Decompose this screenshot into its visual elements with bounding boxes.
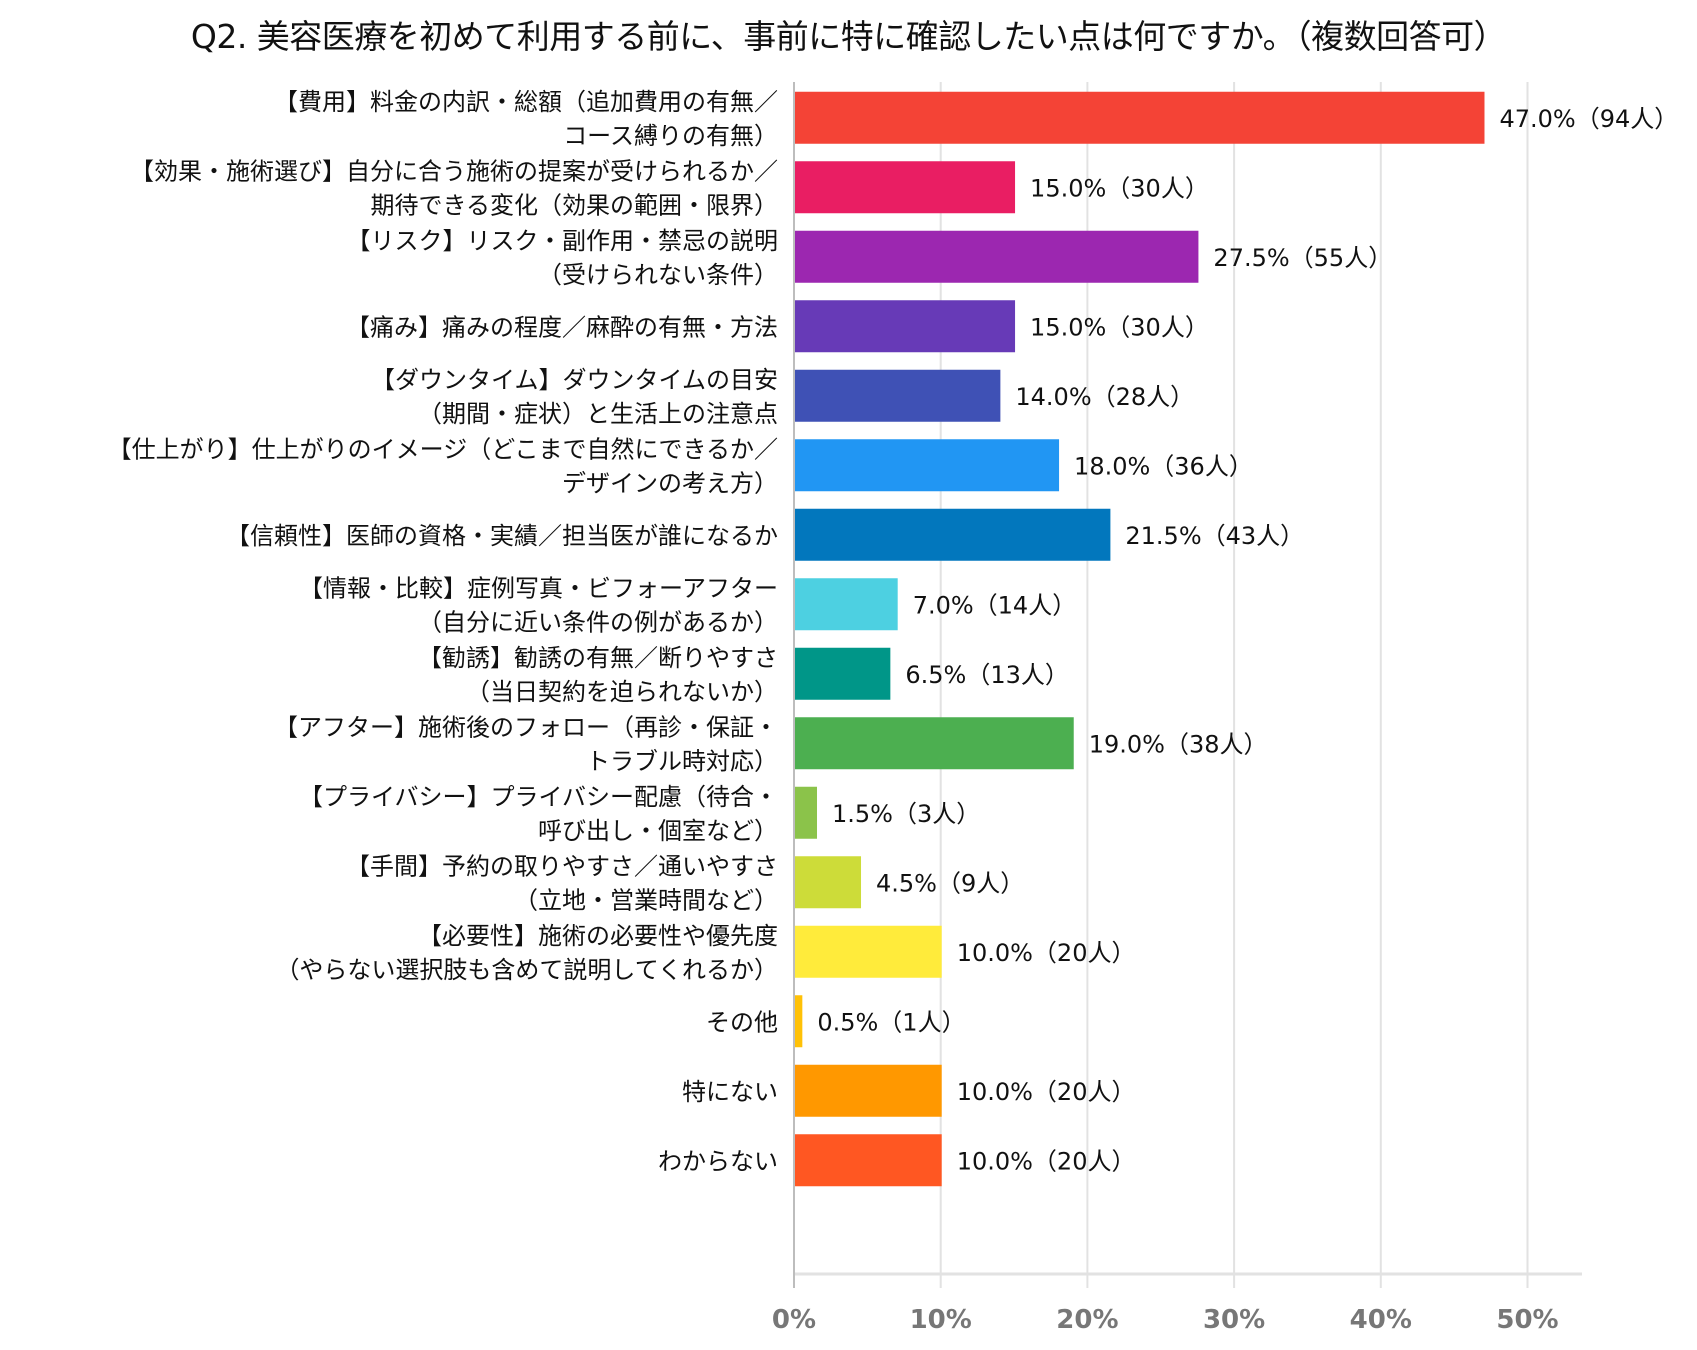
category-label-line: 【痛み】痛みの程度／麻酔の有無・方法 (346, 313, 778, 341)
category-label-line: 呼び出し・個室など） (538, 817, 778, 845)
bar (795, 91, 1485, 144)
category-label-line: デザインの考え方） (562, 469, 778, 497)
value-label: 10.0%（20人） (957, 1147, 1136, 1175)
value-label: 47.0%（94人） (1499, 105, 1678, 133)
category-label-line: 【信頼性】医師の資格・実績／担当医が誰になるか (226, 522, 778, 550)
bar (795, 369, 1001, 422)
value-label: 14.0%（28人） (1015, 383, 1194, 411)
category-label-line: 【ダウンタイム】ダウンタイムの目安 (371, 366, 778, 394)
category-label-line: 期待できる変化（効果の範囲・限界） (370, 191, 778, 219)
bar (795, 161, 1016, 214)
x-tick-label: 40% (1350, 1305, 1412, 1335)
value-label: 1.5%（3人） (832, 800, 980, 828)
x-tick-label: 30% (1203, 1305, 1265, 1335)
value-label: 0.5%（1人） (817, 1008, 965, 1036)
x-tick-label: 0% (772, 1305, 816, 1335)
value-label: 10.0%（20人） (957, 1078, 1136, 1106)
value-label: 4.5%（9人） (876, 869, 1024, 897)
category-label-line: 【プライバシー】プライバシー配慮（待合・ (299, 783, 778, 811)
category-label-line: わからない (658, 1147, 778, 1175)
category-label: 【痛み】痛みの程度／麻酔の有無・方法 (346, 313, 778, 341)
category-label-line: コース縛りの有無） (563, 122, 778, 150)
bar (795, 300, 1016, 353)
category-label-line: （受けられない条件） (538, 261, 778, 289)
value-label: 15.0%（30人） (1030, 174, 1209, 202)
category-label: 【勧誘】勧誘の有無／断りやすさ （当日契約を迫られないか） (418, 644, 778, 706)
category-label-line: （自分に近い条件の例があるか） (418, 608, 778, 636)
category-label-line: （立地・営業時間など） (514, 886, 778, 914)
category-label: 【リスク】リスク・副作用・禁忌の説明 （受けられない条件） (346, 227, 778, 289)
x-axis-ticks: 0% 10% 20% 30% 40% 50% (772, 1305, 1559, 1335)
bar (795, 717, 1074, 770)
value-label: 19.0%（38人） (1089, 730, 1268, 758)
category-label: 【仕上がり】仕上がりのイメージ（どこまで自然にできるか／ デザインの考え方） (108, 435, 778, 497)
bar (795, 439, 1060, 492)
bar (795, 995, 803, 1048)
category-label-line: （やらない選択肢も含めて説明してくれるか） (275, 956, 778, 984)
category-label-line: その他 (706, 1008, 778, 1036)
category-label-line: 【勧誘】勧誘の有無／断りやすさ (418, 644, 778, 672)
category-label-line: （期間・症状）と生活上の注意点 (418, 400, 778, 428)
category-label: 【アフター】施術後のフォロー（再診・保証・トラブル時対応） (274, 713, 778, 775)
value-labels: 47.0%（94人） 15.0%（30人） 27.5%（55人） 15.0%（30人）… (817, 105, 1678, 1176)
category-label: 【効果・施術選び】自分に合う施術の提案が受けられるか／ 期待できる変化（効果の範囲… (130, 157, 778, 219)
x-tick-label: 10% (910, 1305, 972, 1335)
bar (795, 647, 891, 700)
category-label-line: 【手間】予約の取りやすさ／通いやすさ (346, 852, 778, 880)
bar (795, 508, 1111, 561)
category-label: その他 (706, 1008, 778, 1036)
value-label: 7.0%（14人） (913, 591, 1077, 619)
gridlines (793, 82, 1582, 1288)
bar (795, 856, 862, 909)
bar (795, 786, 818, 839)
category-label-line: 【費用】料金の内訳・総額（追加費用の有無／ (274, 88, 778, 116)
category-label-line: 【効果・施術選び】自分に合う施術の提案が受けられるか／ (130, 157, 778, 185)
category-label: 【プライバシー】プライバシー配慮（待合・呼び出し・個室など） (299, 783, 778, 845)
bar (795, 925, 942, 978)
bar (795, 230, 1199, 283)
value-label: 10.0%（20人） (957, 939, 1136, 967)
category-label: 【ダウンタイム】ダウンタイムの目安 （期間・症状）と生活上の注意点 (371, 366, 778, 428)
category-label-line: 【リスク】リスク・副作用・禁忌の説明 (346, 227, 778, 255)
category-label-line: （当日契約を迫られないか） (466, 678, 778, 706)
value-label: 6.5%（13人） (905, 661, 1069, 689)
bars (795, 91, 1485, 1187)
value-label: 18.0%（36人） (1074, 452, 1253, 480)
category-label-line: 【仕上がり】仕上がりのイメージ（どこまで自然にできるか／ (108, 435, 778, 463)
value-label: 21.5%（43人） (1125, 522, 1304, 550)
category-label-line: 【必要性】施術の必要性や優先度 (418, 922, 778, 950)
bar (795, 1134, 942, 1187)
category-label-line: 【情報・比較】症例写真・ビフォーアフター (299, 574, 778, 602)
category-label: 特にない (682, 1078, 778, 1106)
value-label: 15.0%（30人） (1030, 313, 1209, 341)
category-label: 【手間】予約の取りやすさ／通いやすさ （立地・営業時間など） (346, 852, 778, 914)
category-label-line: トラブル時対応） (586, 747, 778, 775)
category-label-line: 特にない (682, 1078, 778, 1106)
category-label: わからない (658, 1147, 778, 1175)
category-label-line: 【アフター】施術後のフォロー（再診・保証・ (274, 713, 778, 741)
category-labels: 【費用】料金の内訳・総額（追加費用の有無／ コース縛りの有無） 【効果・施術選び】自… (108, 88, 778, 1176)
value-label: 27.5%（55人） (1213, 244, 1392, 272)
bar (795, 578, 898, 631)
x-tick-label: 50% (1496, 1305, 1558, 1335)
category-label: 【信頼性】医師の資格・実績／担当医が誰になるか (226, 522, 778, 550)
bar (795, 1064, 942, 1117)
x-tick-label: 20% (1056, 1305, 1118, 1335)
chart-title: Q2. 美容医療を初めて利用する前に、事前に特に確認したい点は何ですか。（複数回… (190, 17, 1507, 56)
category-label: 【情報・比較】症例写真・ビフォーアフター （自分に近い条件の例があるか） (299, 574, 778, 636)
category-label: 【費用】料金の内訳・総額（追加費用の有無／ コース縛りの有無） (274, 88, 778, 150)
category-label: 【必要性】施術の必要性や優先度 （やらない選択肢も含めて説明してくれるか） (275, 922, 778, 984)
